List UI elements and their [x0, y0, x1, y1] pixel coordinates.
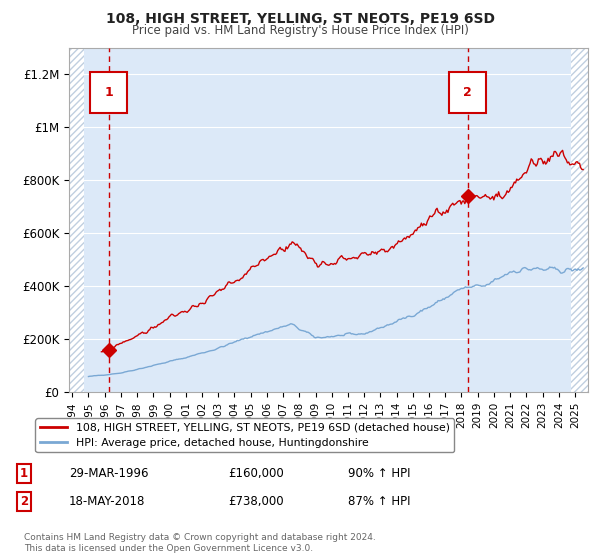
Text: 1: 1 [104, 86, 113, 99]
Text: 87% ↑ HPI: 87% ↑ HPI [348, 494, 410, 508]
Text: 18-MAY-2018: 18-MAY-2018 [69, 494, 145, 508]
Text: Contains HM Land Registry data © Crown copyright and database right 2024.
This d: Contains HM Land Registry data © Crown c… [24, 533, 376, 553]
Text: £160,000: £160,000 [228, 466, 284, 480]
Text: 2: 2 [20, 494, 28, 508]
Text: Price paid vs. HM Land Registry's House Price Index (HPI): Price paid vs. HM Land Registry's House … [131, 24, 469, 36]
Text: 108, HIGH STREET, YELLING, ST NEOTS, PE19 6SD: 108, HIGH STREET, YELLING, ST NEOTS, PE1… [106, 12, 494, 26]
FancyBboxPatch shape [91, 72, 127, 113]
Text: 2: 2 [463, 86, 472, 99]
Legend: 108, HIGH STREET, YELLING, ST NEOTS, PE19 6SD (detached house), HPI: Average pri: 108, HIGH STREET, YELLING, ST NEOTS, PE1… [35, 418, 454, 452]
Text: 90% ↑ HPI: 90% ↑ HPI [348, 466, 410, 480]
Text: £738,000: £738,000 [228, 494, 284, 508]
Text: 29-MAR-1996: 29-MAR-1996 [69, 466, 149, 480]
Polygon shape [69, 48, 85, 392]
Text: 1: 1 [20, 466, 28, 480]
Polygon shape [571, 48, 588, 392]
FancyBboxPatch shape [449, 72, 486, 113]
